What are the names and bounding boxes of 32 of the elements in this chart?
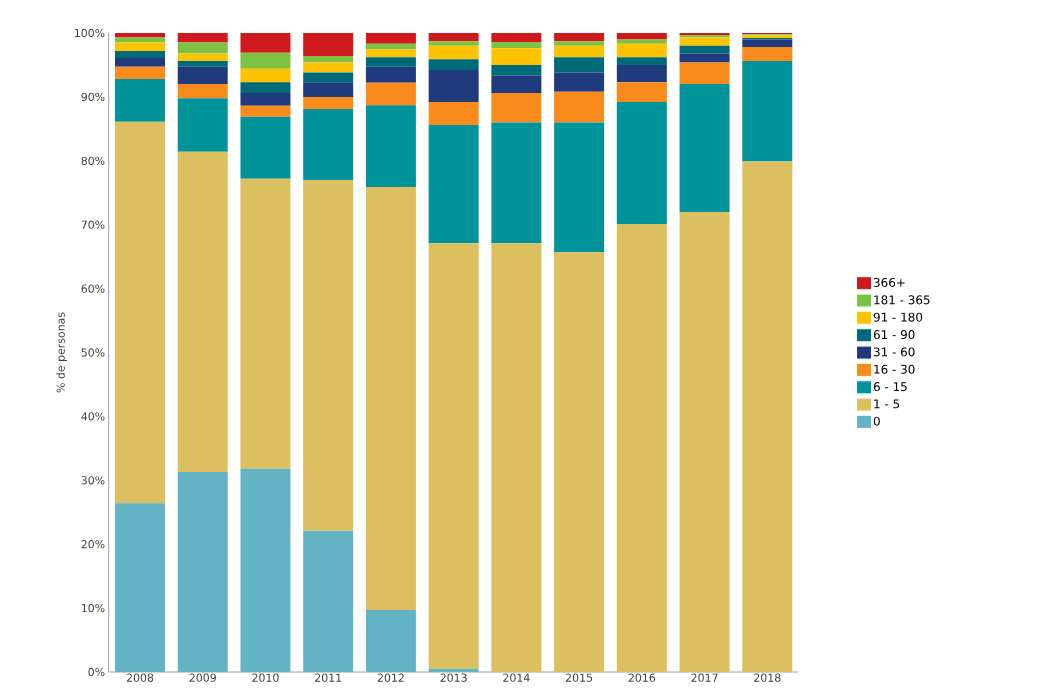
y-tick-label: 80% [81,156,105,165]
legend-label: 31 - 60 [873,347,915,357]
x-tick-label: 2008 [126,673,154,682]
legend-label: 1 - 5 [874,399,900,409]
legend-label: 181 - 365 [874,295,930,305]
x-tick-label: 2018 [754,673,781,682]
y-tick-label: 100% [74,28,105,38]
x-tick-label: 2010 [252,673,279,682]
legend-label: 61 - 90 [873,330,915,340]
y-tick-label: 50% [81,348,105,357]
y-axis-title: % de personas [56,312,67,393]
x-tick-label: 2016 [628,673,656,682]
x-tick-label: 2014 [503,673,530,682]
legend-label: 0 [873,416,880,426]
x-tick-label: 2011 [315,673,342,682]
x-tick-label: 2017 [691,673,718,682]
legend-label: 6 - 15 [873,382,907,392]
x-tick-label: 2012 [377,673,404,682]
y-tick-label: 30% [81,476,105,485]
y-tick-label: 0% [88,667,105,677]
y-tick-label: 60% [81,284,105,293]
y-tick-label: 40% [81,412,105,421]
y-tick-label: 20% [81,540,105,549]
x-tick-label: 2009 [189,673,216,682]
y-tick-label: 70% [81,220,105,229]
y-tick-label: 10% [81,603,105,613]
x-tick-label: 2013 [440,673,467,682]
legend-label: 16 - 30 [874,364,915,374]
legend-label: 91 - 180 [873,312,923,322]
legend-label: 366+ [873,277,905,288]
y-tick-label: 90% [81,92,105,102]
x-tick-label: 2015 [565,673,593,682]
